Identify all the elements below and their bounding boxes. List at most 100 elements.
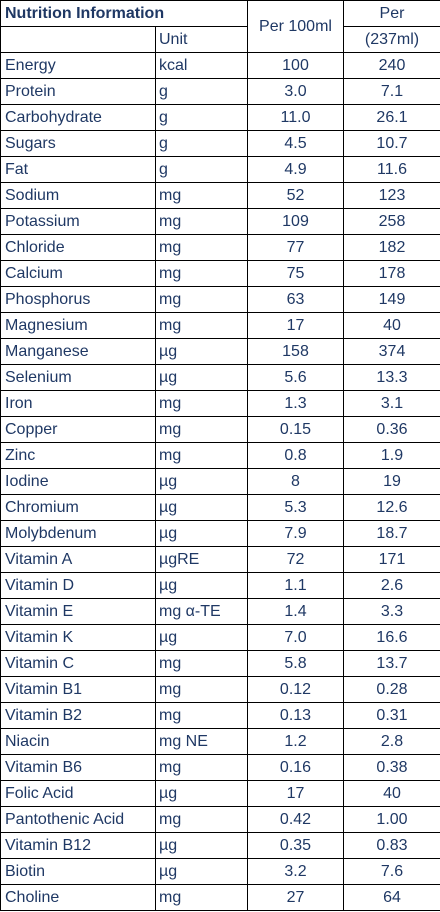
- value-per-serving: 13.3: [343, 364, 440, 391]
- value-per-100ml: 4.9: [247, 156, 344, 183]
- value-per-serving: 2.6: [343, 572, 440, 599]
- nutrient-unit: mg: [155, 182, 248, 209]
- nutrient-name: Potassium: [0, 208, 156, 235]
- table-row: Calcium mg 75 178: [0, 260, 440, 287]
- value-per-100ml: 0.13: [247, 702, 344, 729]
- nutrient-unit: µg: [155, 520, 248, 547]
- table-row: Iron mg 1.3 3.1: [0, 390, 440, 417]
- nutrient-name: Biotin: [0, 858, 156, 885]
- nutrient-name: Manganese: [0, 338, 156, 365]
- nutrient-unit: µg: [155, 364, 248, 391]
- header-row-1: Nutrition Information Per 100ml Per: [0, 0, 440, 53]
- nutrient-name: Vitamin K: [0, 624, 156, 651]
- value-per-100ml: 0.15: [247, 416, 344, 443]
- value-per-serving: 258: [343, 208, 440, 235]
- nutrient-unit: mg: [155, 234, 248, 261]
- nutrient-name: Molybdenum: [0, 520, 156, 547]
- value-per-serving: 182: [343, 234, 440, 261]
- nutrient-name: Fat: [0, 156, 156, 183]
- nutrient-unit: µg: [155, 468, 248, 495]
- nutrient-name: Chloride: [0, 234, 156, 261]
- nutrient-unit: mg NE: [155, 728, 248, 755]
- table-row: Biotin µg 3.2 7.6: [0, 858, 440, 885]
- unit-header: Unit: [155, 26, 248, 53]
- value-per-100ml: 0.16: [247, 754, 344, 781]
- value-per-serving: 149: [343, 286, 440, 313]
- table-row: Molybdenum µg 7.9 18.7: [0, 520, 440, 547]
- nutrient-name: Sodium: [0, 182, 156, 209]
- value-per-serving: 40: [343, 312, 440, 339]
- value-per-serving: 374: [343, 338, 440, 365]
- value-per-serving: 240: [343, 52, 440, 79]
- table-row: Vitamin B12 µg 0.35 0.83: [0, 832, 440, 859]
- value-per-100ml: 8: [247, 468, 344, 495]
- nutrient-name: Niacin: [0, 728, 156, 755]
- value-per-100ml: 0.35: [247, 832, 344, 859]
- value-per-serving: 2.8: [343, 728, 440, 755]
- value-per-serving: 12.6: [343, 494, 440, 521]
- value-per-100ml: 100: [247, 52, 344, 79]
- value-per-serving: 19: [343, 468, 440, 495]
- value-per-100ml: 1.2: [247, 728, 344, 755]
- table-row: Magnesium mg 17 40: [0, 312, 440, 339]
- value-per-100ml: 77: [247, 234, 344, 261]
- nutrient-name: Carbohydrate: [0, 104, 156, 131]
- table-row: Carbohydrate g 11.0 26.1: [0, 104, 440, 131]
- value-per-100ml: 5.3: [247, 494, 344, 521]
- value-per-serving: 18.7: [343, 520, 440, 547]
- table-row: Chloride mg 77 182: [0, 234, 440, 261]
- nutrient-unit: µg: [155, 780, 248, 807]
- value-per-100ml: 72: [247, 546, 344, 573]
- nutrient-unit: µgRE: [155, 546, 248, 573]
- table-row: Vitamin B6 mg 0.16 0.38: [0, 754, 440, 781]
- value-per-100ml: 1.4: [247, 598, 344, 625]
- nutrient-unit: µg: [155, 494, 248, 521]
- value-per-serving: 0.38: [343, 754, 440, 781]
- nutrient-name: Vitamin B12: [0, 832, 156, 859]
- value-per-100ml: 27: [247, 884, 344, 911]
- name-header-blank: [0, 26, 156, 53]
- table-row: Phosphorus mg 63 149: [0, 286, 440, 313]
- table-row: Chromium µg 5.3 12.6: [0, 494, 440, 521]
- value-per-serving: 123: [343, 182, 440, 209]
- table-row: Copper mg 0.15 0.36: [0, 416, 440, 443]
- nutrient-name: Iron: [0, 390, 156, 417]
- nutrient-unit: mg: [155, 286, 248, 313]
- value-per-100ml: 1.3: [247, 390, 344, 417]
- value-per-100ml: 4.5: [247, 130, 344, 157]
- nutrient-unit: kcal: [155, 52, 248, 79]
- value-per-100ml: 0.12: [247, 676, 344, 703]
- nutrient-name: Calcium: [0, 260, 156, 287]
- value-per-100ml: 109: [247, 208, 344, 235]
- table-row: Sugars g 4.5 10.7: [0, 130, 440, 157]
- nutrient-unit: g: [155, 104, 248, 131]
- nutrient-unit: mg: [155, 806, 248, 833]
- nutrient-unit: mg: [155, 676, 248, 703]
- nutrient-unit: mg: [155, 260, 248, 287]
- value-per-100ml: 75: [247, 260, 344, 287]
- table-row: Energy kcal 100 240: [0, 52, 440, 79]
- value-per-serving: 16.6: [343, 624, 440, 651]
- nutrient-unit: g: [155, 156, 248, 183]
- nutrient-name: Magnesium: [0, 312, 156, 339]
- nutrient-name: Copper: [0, 416, 156, 443]
- table-row: Selenium µg 5.6 13.3: [0, 364, 440, 391]
- value-per-serving: 1.00: [343, 806, 440, 833]
- nutrient-name: Selenium: [0, 364, 156, 391]
- value-per-serving: 0.31: [343, 702, 440, 729]
- perserving-header-line2: (237ml): [343, 26, 440, 53]
- nutrient-unit: µg: [155, 338, 248, 365]
- nutrient-name: Choline: [0, 884, 156, 911]
- nutrient-unit: µg: [155, 858, 248, 885]
- value-per-serving: 26.1: [343, 104, 440, 131]
- nutrient-name: Vitamin B2: [0, 702, 156, 729]
- value-per-serving: 10.7: [343, 130, 440, 157]
- nutrient-unit: mg: [155, 702, 248, 729]
- value-per-100ml: 5.8: [247, 650, 344, 677]
- table-row: Manganese µg 158 374: [0, 338, 440, 365]
- table-row: Iodine µg 8 19: [0, 468, 440, 495]
